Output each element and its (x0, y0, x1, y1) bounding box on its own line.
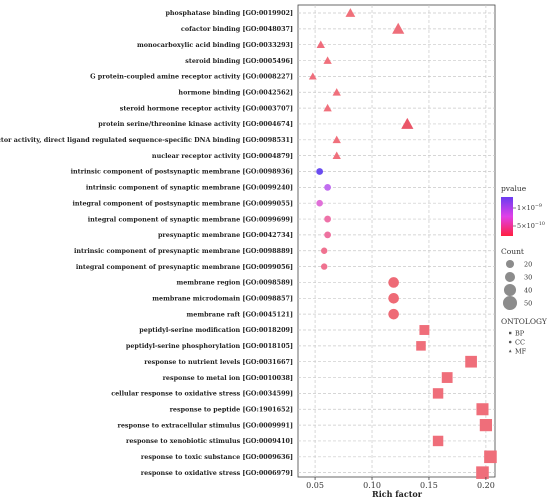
category-label: response to xenobiotic stimulus [GO:0009… (126, 437, 293, 445)
category-label: response to nutrient levels [GO:0031667] (144, 358, 293, 366)
x-tick-label: 0.20 (477, 481, 495, 490)
data-point (401, 117, 414, 129)
count-legend-swatch (505, 259, 515, 269)
category-label: integral component of presynaptic membra… (76, 263, 293, 271)
category-label: response to peptide [GO:1901652] (170, 405, 293, 413)
pvalue-tick-label: 5×10−10 (517, 221, 545, 230)
category-label: cofactor binding [GO:0048037] (181, 25, 293, 33)
x-axis-title: Rich factor (372, 489, 423, 499)
category-label: monocarboxylic acid binding [GO:0033293] (137, 41, 293, 49)
data-point (324, 231, 332, 239)
data-point (323, 103, 332, 112)
x-tick-label: 0.10 (363, 481, 381, 490)
category-label: membrane raft [GO:0045121] (187, 310, 294, 318)
category-label: transcription factor activity, direct li… (0, 136, 293, 144)
data-point (388, 277, 399, 288)
data-point (345, 8, 356, 17)
category-label: intrinsic component of postsynaptic memb… (71, 168, 293, 176)
ontology-legend-title: ONTOLOGY (501, 317, 548, 326)
category-label: membrane microdomain [GO:0098857] (152, 295, 293, 303)
category-label: phosphatase binding [GO:0019902] (165, 9, 293, 17)
data-point (484, 450, 497, 464)
data-point (308, 72, 317, 80)
category-label: cellular response to oxidative stress [G… (111, 390, 293, 398)
ontology-legend-label: BP (515, 329, 525, 337)
data-point (316, 40, 325, 49)
pvalue-colorbar (501, 197, 513, 236)
category-label: steroid hormone receptor activity [GO:00… (120, 104, 293, 112)
category-label: hormone binding [GO:0042562] (178, 88, 293, 96)
count-legend-swatch (502, 295, 518, 311)
category-label: response to metal ion [GO:0010038] (163, 374, 293, 382)
pvalue-tick-label: 1×10−9 (517, 203, 542, 212)
category-label: response to oxidative stress [GO:0006979… (141, 469, 293, 477)
data-point (432, 388, 444, 399)
count-legend-label: 20 (524, 261, 532, 269)
data-point (320, 247, 328, 254)
ontology-legend-label: CC (515, 338, 525, 346)
data-point (388, 293, 399, 304)
data-points (308, 8, 497, 479)
count-legend-label: 30 (524, 274, 532, 282)
data-point (332, 135, 341, 144)
count-legend-label: 50 (524, 300, 532, 308)
category-label: intrinsic component of synaptic membrane… (86, 184, 293, 192)
data-point (476, 403, 489, 416)
pvalue-legend-title: pvalue (501, 184, 527, 193)
data-point (441, 372, 453, 383)
category-label: response to extracellular stimulus [GO:0… (117, 421, 293, 429)
category-label: integral component of synaptic membrane … (88, 215, 293, 223)
count-legend-title: Count (501, 247, 524, 256)
category-label: peptidyl-serine modification [GO:0018209… (139, 326, 293, 334)
category-label: integral component of postsynaptic membr… (72, 199, 293, 207)
category-labels: phosphatase binding [GO:0019902] cofactor… (0, 9, 293, 477)
category-label: nuclear receptor activity [GO:0004879] (152, 152, 293, 160)
data-point (324, 215, 332, 223)
category-label: response to toxic substance [GO:0009636] (141, 453, 293, 461)
plot-area (297, 4, 496, 478)
data-point (388, 308, 399, 320)
ontology-mf-swatch (508, 349, 512, 353)
category-label: intrinsic component of presynaptic membr… (74, 247, 293, 255)
legend: pvalue 1×10−9 5×10−10 Count 20 30 40 50 ONTO… (501, 184, 548, 355)
data-point (320, 263, 328, 270)
data-point (465, 355, 477, 368)
data-point (316, 199, 323, 207)
x-tick-label: 0.05 (306, 481, 324, 490)
x-axis: 0.05 0.10 0.15 0.20 (306, 477, 495, 490)
ontology-legend-label: MF (515, 347, 527, 355)
data-point (419, 325, 430, 335)
count-legend-swatch (504, 271, 516, 283)
data-point (332, 88, 341, 96)
category-label: peptidyl-serine phosphorylation [GO:0018… (126, 342, 293, 350)
data-point (392, 22, 405, 34)
data-point (432, 435, 444, 447)
plot-frame (297, 4, 496, 478)
data-point (323, 56, 332, 64)
category-label: steroid binding [GO:0005496] (185, 57, 293, 65)
x-tick-label: 0.15 (420, 481, 438, 490)
ontology-bp-swatch (509, 331, 512, 335)
category-label: G protein-coupled amine receptor activit… (90, 73, 293, 81)
category-label: membrane region [GO:0098589] (176, 279, 293, 287)
data-point (332, 151, 341, 159)
count-legend-swatch (503, 283, 517, 297)
count-legend-label: 40 (524, 287, 532, 295)
data-point (479, 418, 493, 432)
data-point (316, 168, 324, 175)
category-label: protein serine/threonine kinase activity… (98, 120, 293, 128)
ontology-cc-swatch (508, 340, 512, 344)
category-label: presynaptic membrane [GO:0042734] (158, 231, 293, 239)
data-point (416, 341, 426, 351)
data-point (476, 466, 489, 479)
data-point (324, 183, 332, 191)
